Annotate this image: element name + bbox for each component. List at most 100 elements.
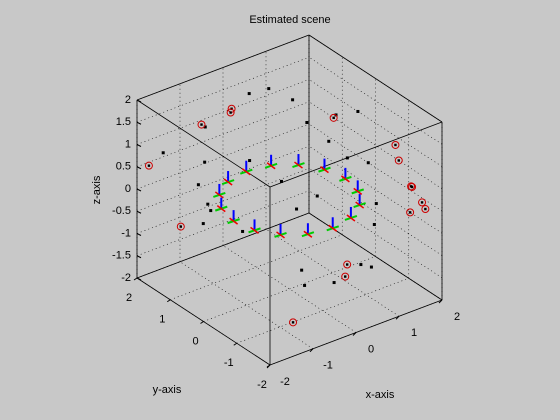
- landmark: [315, 194, 319, 198]
- landmark: [147, 164, 151, 167]
- camera-axis-y: [229, 217, 239, 225]
- y-tick-label: 1: [159, 314, 165, 326]
- landmark: [200, 123, 203, 126]
- y-tick: [233, 342, 238, 346]
- z-tick-label: 1.5: [116, 116, 131, 128]
- camera-axis-y: [328, 224, 338, 232]
- grid-line: [179, 261, 314, 350]
- landmark: [305, 121, 309, 124]
- landmark: [300, 268, 304, 272]
- camera-axis-y: [303, 230, 313, 238]
- camera-axis-y: [266, 162, 276, 170]
- landmark-estimate: [226, 108, 235, 117]
- y-tick-label: 0: [192, 335, 198, 347]
- landmark: [229, 111, 232, 114]
- landmark: [303, 283, 307, 287]
- grid-line: [222, 245, 357, 333]
- landmark: [291, 98, 295, 102]
- y-tick-label: -1: [224, 357, 234, 369]
- landmark-estimate: [408, 182, 417, 191]
- landmark: [356, 109, 360, 113]
- landmark: [291, 321, 295, 324]
- landmark-estimate: [343, 260, 352, 269]
- landmark-estimate: [418, 198, 427, 207]
- z-tick: [136, 255, 142, 259]
- landmark: [206, 202, 210, 206]
- landmark: [179, 225, 182, 228]
- x-tick: [352, 332, 357, 336]
- camera-axis-y: [346, 214, 356, 222]
- grid-line: [308, 145, 443, 234]
- z-tick-label: -1.5: [112, 250, 131, 262]
- x-tick: [438, 299, 443, 304]
- landmark: [394, 143, 397, 147]
- landmark: [248, 159, 252, 163]
- camera-axis-y: [216, 205, 226, 213]
- landmark: [369, 265, 373, 269]
- landmark: [372, 223, 376, 226]
- z-tick-label: 0.5: [116, 161, 131, 173]
- grid-line: [265, 228, 400, 317]
- landmark: [196, 183, 200, 187]
- landmark-estimate: [289, 318, 298, 327]
- camera-axis-y: [250, 226, 259, 234]
- camera-axis-y: [294, 161, 303, 169]
- chart-title: Estimated scene: [249, 14, 330, 26]
- landmark: [209, 209, 213, 213]
- z-tick: [136, 210, 142, 214]
- grid-line: [308, 190, 443, 279]
- landmark: [267, 87, 271, 91]
- grid-line: [308, 56, 443, 145]
- box-edge: [269, 121, 443, 188]
- grid-line: [308, 123, 443, 212]
- x-axis-label: x-axis: [366, 389, 395, 401]
- landmark: [279, 179, 283, 183]
- landmark: [327, 139, 331, 143]
- z-tick-label: 1: [125, 138, 131, 150]
- z-axis-label: z-axis: [91, 175, 103, 204]
- grid-line: [308, 168, 443, 256]
- landmark-estimate: [144, 161, 153, 170]
- z-tick-label: -1: [121, 227, 131, 239]
- grid-line: [308, 101, 443, 190]
- x-tick-label: 2: [454, 311, 460, 323]
- landmark: [203, 160, 207, 164]
- landmark-estimate: [341, 272, 350, 281]
- y-tick: [166, 299, 171, 303]
- landmark: [161, 151, 165, 155]
- landmark-estimate: [407, 182, 416, 191]
- landmark: [374, 202, 378, 206]
- camera-axis-y: [276, 231, 285, 239]
- box-edge: [308, 34, 443, 123]
- landmark-estimate: [406, 208, 415, 217]
- camera-axis-y: [223, 178, 233, 186]
- landmark: [345, 156, 349, 160]
- camera-axis-y: [320, 166, 329, 174]
- landmark-estimate: [176, 222, 185, 231]
- landmark: [332, 281, 336, 285]
- box-edge: [136, 212, 310, 279]
- landmark-estimate: [394, 156, 403, 165]
- camera-axis-y: [241, 168, 251, 176]
- x-tick-label: -2: [280, 376, 290, 388]
- x-tick-label: 0: [368, 343, 374, 355]
- y-axis-label: y-axis: [153, 384, 182, 396]
- landmark: [359, 263, 363, 267]
- landmark-estimate: [391, 140, 400, 149]
- z-tick-label: 0: [125, 183, 131, 195]
- landmark: [397, 159, 400, 162]
- z-tick: [136, 233, 142, 236]
- z-tick: [136, 166, 142, 170]
- landmark: [345, 263, 349, 266]
- box-edge: [136, 34, 310, 101]
- z-tick: [136, 99, 142, 103]
- y-tick: [200, 321, 204, 324]
- landmark: [408, 211, 412, 214]
- z-tick: [136, 277, 142, 281]
- z-tick: [136, 188, 142, 192]
- camera-axis-y: [340, 175, 350, 183]
- landmark: [424, 207, 427, 211]
- landmark: [247, 92, 251, 96]
- y-tick-label: -2: [257, 379, 267, 391]
